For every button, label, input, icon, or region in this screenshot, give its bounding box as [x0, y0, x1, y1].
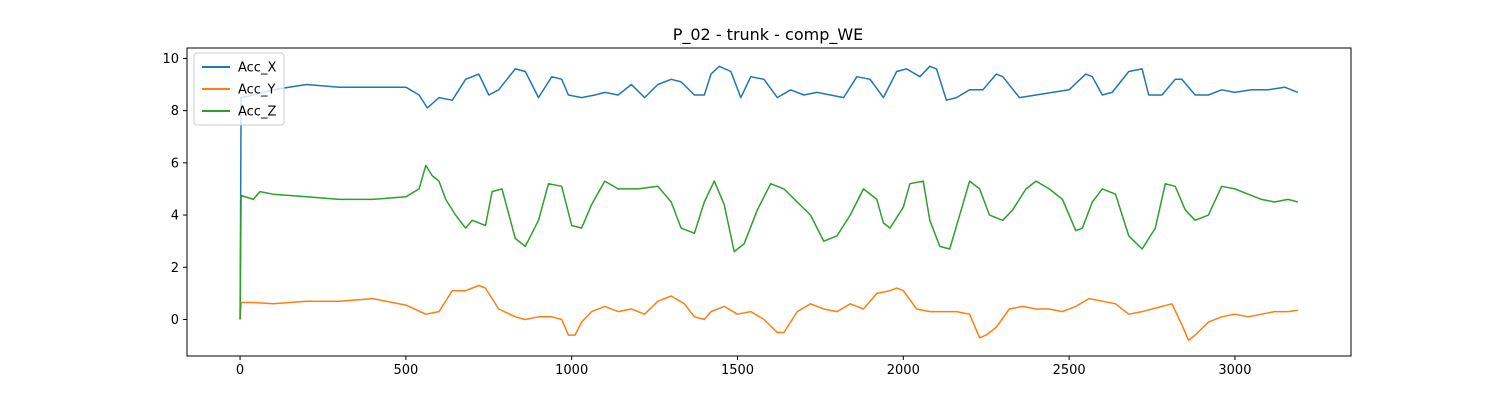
y-tick-label: 6: [171, 156, 179, 171]
y-tick-label: 8: [171, 104, 179, 119]
series-line-acc-x: [239, 65, 1299, 320]
legend-label-acc-y: Acc_Y: [238, 83, 275, 98]
x-tick-label: 0: [236, 363, 244, 378]
x-tick-label: 3000: [1218, 363, 1251, 378]
series-line-acc-y: [239, 284, 1298, 342]
legend-label-acc-x: Acc_X: [238, 61, 276, 76]
series-line-acc-z: [239, 164, 1299, 320]
axes-frame: [186, 47, 1352, 357]
y-tick-label: 2: [171, 261, 179, 276]
chart-title: P_02 - trunk - comp_WE: [673, 25, 864, 45]
y-tick-label: 4: [171, 209, 179, 224]
y-tick-label: 0: [171, 313, 179, 328]
x-tick-label: 2500: [1053, 363, 1086, 378]
plot-area: 0 500 1000 1500 2000 2500 3000 0 2 4 6 8 10 Acc_X Acc_…: [162, 47, 1352, 378]
legend-label-acc-z: Acc_Z: [238, 105, 276, 120]
y-tick-label: 10: [162, 52, 179, 67]
x-tick-label: 2000: [887, 363, 920, 378]
legend-box: [193, 52, 285, 126]
x-tick-label: 500: [393, 363, 418, 378]
x-tick-label: 1000: [555, 363, 588, 378]
x-tick-label: 1500: [721, 363, 754, 378]
